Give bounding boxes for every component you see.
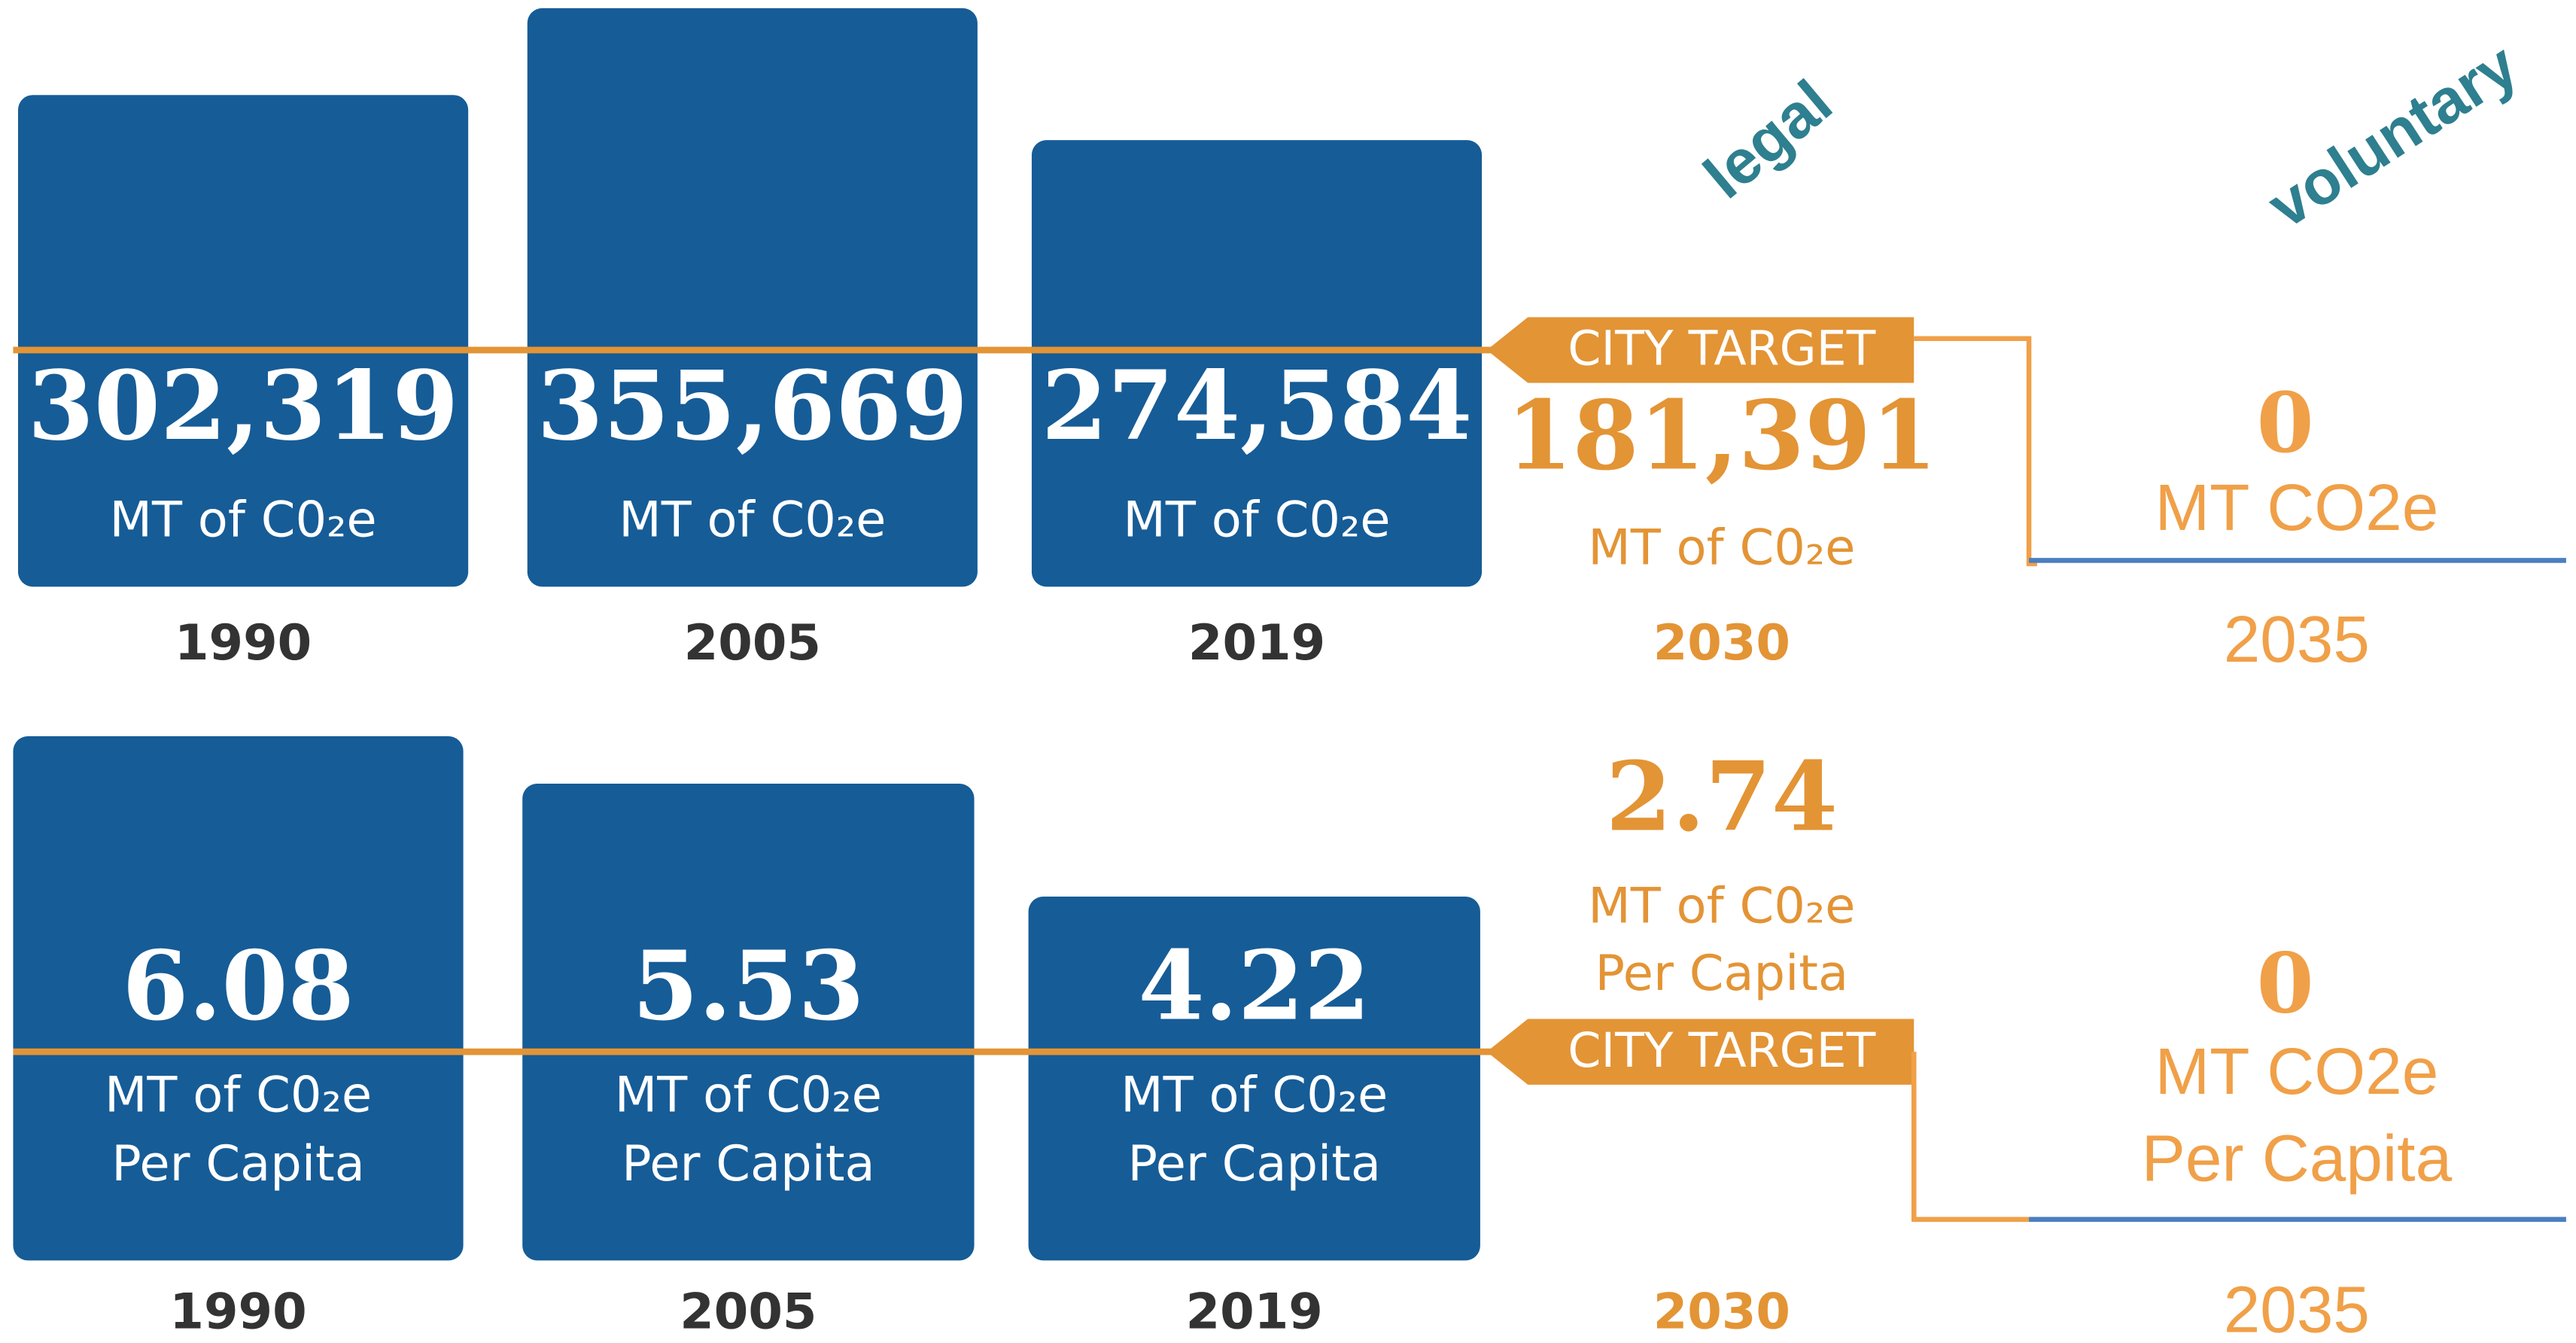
target-value: 2.74 (1606, 741, 1838, 853)
bar (1031, 140, 1483, 587)
bar-unit: MT of C0₂e (1123, 491, 1390, 548)
bar-value: 274,584 (1042, 349, 1473, 461)
goal-year: 2035 (2224, 602, 2370, 676)
target-year: 2030 (1653, 1284, 1790, 1341)
bar (18, 95, 469, 587)
bar-unit: MT of C0₂e (109, 491, 376, 548)
bar-unit: MT of C0₂e (105, 1066, 372, 1123)
bar (13, 736, 464, 1261)
bar-value: 355,669 (537, 349, 969, 461)
goal-unit: MT CO2e (2155, 471, 2438, 544)
bar-value: 5.53 (632, 930, 864, 1042)
annotation: voluntary (2255, 29, 2529, 241)
target-label: CITY TARGET (1568, 321, 1875, 376)
target-banner (1486, 1019, 1915, 1085)
target-unit: MT of C0₂e (1588, 877, 1855, 934)
bar-unit: MT of C0₂e (1121, 1066, 1388, 1123)
goal-value: 0 (2257, 375, 2314, 471)
target-connector (1911, 1052, 2030, 1223)
bar-unit: MT of C0₂e (615, 1066, 882, 1123)
goal-unit: Per Capita (2142, 1122, 2453, 1195)
bar-value: 6.08 (122, 930, 354, 1042)
bar (1028, 897, 1480, 1261)
year-label: 1990 (169, 1284, 306, 1341)
year-label: 2019 (1186, 1284, 1323, 1341)
bar (522, 784, 975, 1261)
year-label: 2019 (1188, 614, 1325, 672)
bar-value: 302,319 (28, 349, 459, 461)
bar-unit: MT of C0₂e (619, 491, 886, 548)
bar-unit: Per Capita (1127, 1135, 1381, 1192)
goal-unit: MT CO2e (2155, 1034, 2438, 1108)
bar (527, 8, 978, 587)
target-unit: Per Capita (1595, 945, 1849, 1002)
target-banner (1486, 317, 1915, 383)
bar-unit: Per Capita (111, 1135, 365, 1192)
annotation: legal (1691, 67, 1845, 212)
target-label: CITY TARGET (1568, 1022, 1875, 1078)
bar-value: 4.22 (1139, 930, 1370, 1042)
year-label: 1990 (175, 614, 312, 672)
goal-year: 2035 (2224, 1273, 2370, 1343)
year-label: 2005 (684, 614, 821, 672)
bar-unit: Per Capita (622, 1135, 875, 1192)
target-connector (1914, 336, 2037, 567)
year-label: 2005 (680, 1284, 817, 1341)
target-value: 181,391 (1506, 379, 1937, 491)
target-unit: MT of C0₂e (1588, 519, 1855, 576)
goal-value: 0 (2257, 936, 2314, 1032)
target-year: 2030 (1653, 614, 1790, 672)
